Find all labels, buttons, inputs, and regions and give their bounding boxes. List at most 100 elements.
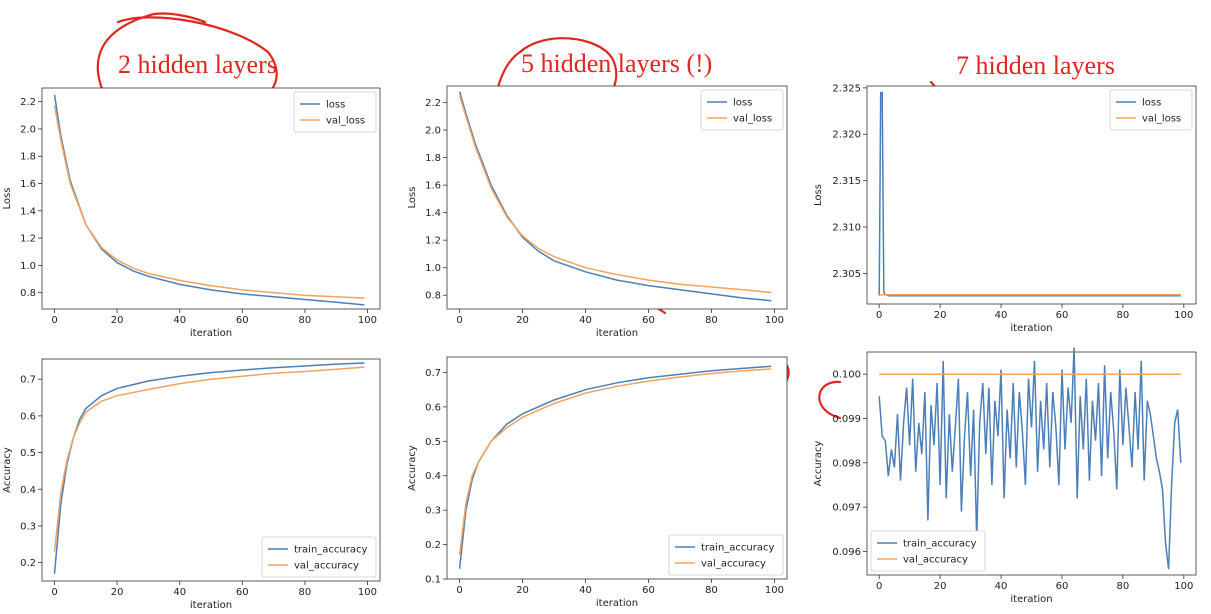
chart-1: 0.8 1.0 1.2 1.4 1.6 1.8 2.0 2.2 0 20 40 60 80 100 iter… (2, 87, 381, 339)
x-tick-label: 80 (705, 585, 718, 596)
y-tick-label: 0.4 (20, 485, 36, 496)
y-tick-label: 0.097 (832, 503, 861, 514)
legend-label: loss (733, 98, 752, 109)
annotation-title-7-layers: 7 hidden layers (956, 51, 1115, 80)
y-tick-label: 1.0 (20, 261, 36, 272)
y-tick-label: 0.098 (832, 458, 861, 469)
x-tick-label: 0 (456, 585, 462, 596)
legend-label: loss (1142, 98, 1161, 109)
y-tick-label: 2.315 (832, 176, 861, 187)
y-tick-label: 0.5 (20, 448, 36, 459)
x-tick-label: 100 (765, 315, 784, 326)
y-tick-label: 0.8 (20, 288, 36, 299)
y-tick-label: 0.7 (425, 368, 441, 379)
y-axis-label: Accuracy (407, 445, 418, 491)
y-tick-label: 1.0 (425, 263, 441, 274)
x-tick-label: 60 (642, 585, 655, 596)
y-tick-label: 0.8 (425, 291, 441, 302)
y-axis-label: Loss (2, 188, 13, 210)
y-tick-label: 0.2 (20, 558, 36, 569)
series-line-val-loss (458, 95, 772, 294)
y-tick-label: 2.0 (425, 126, 441, 137)
legend-box (261, 536, 377, 578)
y-tick-label: 1.8 (425, 153, 441, 164)
x-tick-label: 0 (876, 581, 882, 592)
series-line-val-accuracy (458, 368, 772, 555)
y-tick-label: 2.325 (832, 83, 861, 94)
y-tick-label: 2.310 (832, 223, 861, 234)
legend-label: val_accuracy (701, 559, 766, 570)
y-axis-label: Accuracy (2, 447, 13, 493)
x-tick-label: 40 (995, 581, 1008, 592)
x-tick-label: 20 (516, 585, 529, 596)
x-tick-label: 100 (358, 587, 377, 598)
y-tick-label: 1.6 (20, 179, 36, 190)
x-tick-label: 80 (299, 587, 312, 598)
y-tick-label: 0.096 (832, 547, 861, 558)
x-axis-label: iteration (1010, 323, 1052, 334)
y-tick-label: 0.3 (425, 506, 441, 517)
y-tick-label: 1.2 (20, 234, 36, 245)
y-axis-label: Accuracy (813, 441, 824, 487)
y-tick-label: 0.100 (832, 370, 861, 381)
legend-label: val_loss (326, 116, 365, 127)
legend-box (668, 534, 784, 576)
x-axis-label: iteration (596, 328, 638, 339)
x-tick-label: 60 (1056, 581, 1069, 592)
chart-2: 0.8 1.0 1.2 1.4 1.6 1.8 2.0 2.2 0 20 40 60 80 100 iter… (407, 85, 788, 339)
legend-box (1109, 89, 1193, 131)
y-tick-label: 1.8 (20, 152, 36, 163)
bracket-scribble-7-layers-accuracy (818, 380, 842, 420)
annotation-title-2-layers: 2 hidden layers (118, 50, 277, 79)
x-tick-label: 60 (642, 315, 655, 326)
y-tick-label: 1.4 (20, 206, 36, 217)
y-tick-label: 2.2 (20, 97, 36, 108)
x-tick-label: 60 (236, 587, 249, 598)
y-tick-label: 0.1 (425, 575, 441, 586)
chart-5: 0.1 0.2 0.3 0.4 0.5 0.6 0.7 0 20 40 60 80 100 iterati… (407, 356, 788, 609)
x-tick-label: 40 (173, 315, 186, 326)
y-tick-label: 0.6 (20, 411, 36, 422)
y-tick-label: 0.7 (20, 375, 36, 386)
legend-box (700, 89, 784, 131)
y-tick-label: 0.3 (20, 521, 36, 532)
legend-label: val_accuracy (903, 555, 968, 566)
x-tick-label: 100 (765, 585, 784, 596)
y-tick-label: 1.2 (425, 236, 441, 247)
x-tick-label: 100 (1174, 310, 1193, 321)
series-line-val-loss (53, 105, 365, 299)
x-tick-label: 0 (456, 315, 462, 326)
legend-box (870, 530, 986, 572)
legend-label: val_accuracy (294, 561, 359, 572)
y-tick-label: 1.4 (425, 208, 441, 219)
y-tick-label: 0.5 (425, 437, 441, 448)
legend-box (293, 91, 377, 133)
x-tick-label: 100 (358, 315, 377, 326)
legend-label: train_accuracy (294, 545, 367, 556)
y-tick-label: 0.099 (832, 414, 861, 425)
x-tick-label: 40 (995, 310, 1008, 321)
x-tick-label: 80 (705, 315, 718, 326)
chart-grid: 0.8 1.0 1.2 1.4 1.6 1.8 2.0 2.2 0 20 40 60 80 100 iter… (2, 83, 1197, 611)
x-tick-label: 20 (934, 581, 947, 592)
x-tick-label: 0 (51, 587, 57, 598)
x-axis-label: iteration (596, 598, 638, 609)
x-tick-label: 0 (51, 315, 57, 326)
y-tick-label: 0.4 (425, 471, 441, 482)
legend-label: val_loss (1142, 114, 1181, 125)
y-tick-label: 1.6 (425, 181, 441, 192)
x-tick-label: 20 (516, 315, 529, 326)
x-tick-label: 100 (1174, 581, 1193, 592)
x-tick-label: 60 (236, 315, 249, 326)
legend-label: val_loss (733, 114, 772, 125)
x-tick-label: 80 (299, 315, 312, 326)
chart-6: 0.096 0.097 0.098 0.099 0.100 0 20 40 60 80 100 ite… (813, 347, 1197, 605)
x-tick-label: 40 (579, 315, 592, 326)
x-tick-label: 80 (1117, 310, 1130, 321)
x-tick-label: 40 (173, 587, 186, 598)
chart-4: 0.2 0.3 0.4 0.5 0.6 0.7 0 20 40 60 80 100 iteration A… (2, 358, 381, 611)
chart-3: 2.305 2.310 2.315 2.320 2.325 0 20 40 60 80 100 ite… (813, 83, 1197, 334)
y-tick-label: 0.6 (425, 402, 441, 413)
x-tick-label: 40 (579, 585, 592, 596)
